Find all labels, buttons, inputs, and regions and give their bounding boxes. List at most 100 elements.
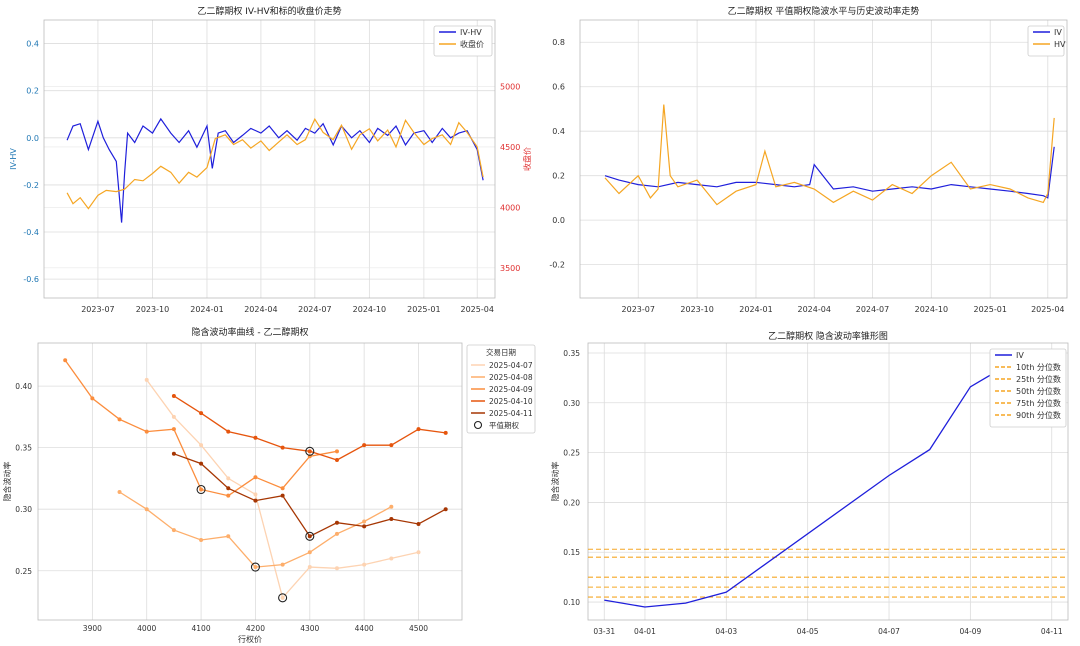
smile-point <box>199 487 204 492</box>
smile-point <box>171 528 176 533</box>
smile-point <box>253 475 258 480</box>
smile-point <box>334 449 339 454</box>
legend-label: 平值期权 <box>489 420 519 430</box>
atm-iv-hv-chart: 2023-07 2023-10 2024-01 2024-04 2024-07 2024-… <box>549 5 1068 314</box>
y-tick-label: 0.10 <box>563 598 580 607</box>
plot-frame <box>579 19 1068 299</box>
legend-box <box>433 25 493 57</box>
legend-label: 2025-04-09 <box>489 385 533 394</box>
smile-point <box>117 417 122 422</box>
y-tick-label: 0.40 <box>15 382 32 391</box>
atm-marker <box>278 593 288 603</box>
smile-point <box>253 492 258 497</box>
chart-title: 乙二醇期权 平值期权隐波水平与历史波动率走势 <box>728 5 920 17</box>
smile-point <box>307 565 312 570</box>
x-tick-label: 2025-01 <box>973 305 1006 314</box>
series-line-hv <box>604 104 1055 206</box>
plot-frame <box>587 342 1069 621</box>
legend-box <box>1027 25 1065 57</box>
legend-label: 90th 分位数 <box>1016 410 1061 420</box>
x-tick-label: 4300 <box>300 624 319 633</box>
legend-label: 50th 分位数 <box>1016 386 1061 396</box>
smile-point <box>307 449 312 454</box>
y-left-tick-label: -0.6 <box>23 275 39 284</box>
y-axis-label: 隐含波动率 <box>2 462 12 502</box>
smile-point <box>117 489 122 494</box>
x-axis-label: 行权价 <box>238 634 262 644</box>
legend-label: 2025-04-10 <box>489 397 533 406</box>
x-tick-label: 04-11 <box>1041 627 1063 636</box>
x-tick-label: 04-03 <box>715 627 737 636</box>
smile-point <box>280 493 285 498</box>
legend-label: IV <box>1054 28 1062 37</box>
smile-point <box>171 393 176 398</box>
x-tick-label: 2023-07 <box>81 305 114 314</box>
x-tick-label: 04-09 <box>959 627 981 636</box>
y-right-tick-label: 4000 <box>500 203 520 212</box>
smile-point <box>334 520 339 525</box>
legend-label: IV <box>1016 351 1024 360</box>
legend-label: 收盘价 <box>460 39 484 49</box>
legend-label: 25th 分位数 <box>1016 374 1061 384</box>
y-right-tick-label: 3500 <box>500 264 520 273</box>
chart-title: 隐含波动率曲线 - 乙二醇期权 <box>192 326 309 338</box>
x-tick-label: 2025-04 <box>1031 305 1064 314</box>
x-tick-label: 04-07 <box>878 627 900 636</box>
smile-point <box>253 565 258 570</box>
y-tick-label: 0.4 <box>552 127 565 136</box>
y-left-tick-label: 0.0 <box>26 134 39 143</box>
smile-point <box>362 562 367 567</box>
y-axis-label: 隐含波动率 <box>550 462 560 502</box>
smile-point <box>334 531 339 536</box>
iv-cone-chart: 03-31 04-01 04-03 04-05 04-07 04-09 04-11 0.10 0… <box>550 330 1069 636</box>
x-tick-label: 4500 <box>409 624 428 633</box>
iv-smile-chart: 3900 4000 4100 4200 4300 4400 4500 0.25 0.30 0.35… <box>2 326 536 644</box>
legend-box <box>466 344 536 434</box>
y-right-tick-label: 4500 <box>500 143 520 152</box>
x-tick-label: 2024-04 <box>244 305 277 314</box>
smile-point <box>199 461 204 466</box>
x-tick-label: 2024-10 <box>915 305 948 314</box>
y-tick-label: 0.25 <box>15 567 32 576</box>
chart-title: 乙二醇期权 隐含波动率锥形图 <box>768 330 888 342</box>
smile-point <box>307 534 312 539</box>
smile-point <box>334 457 339 462</box>
x-tick-label: 4400 <box>355 624 374 633</box>
smile-point <box>226 429 231 434</box>
series-line-iv-hv <box>66 117 484 223</box>
smile-point <box>90 396 95 401</box>
smile-point <box>171 414 176 419</box>
x-tick-label: 3900 <box>83 624 102 633</box>
x-tick-label: 2025-01 <box>407 305 440 314</box>
atm-marker <box>196 484 206 495</box>
atm-marker <box>305 531 315 541</box>
y-tick-label: 0.35 <box>563 349 580 358</box>
x-tick-label: 2024-07 <box>856 305 889 314</box>
legend-label: IV-HV <box>460 28 482 37</box>
x-tick-label: 2025-04 <box>461 305 494 314</box>
y-tick-label: 0.35 <box>15 444 32 453</box>
y-right-tick-label: 5000 <box>500 82 520 91</box>
x-tick-label: 2023-10 <box>136 305 169 314</box>
smile-point <box>443 430 448 435</box>
legend-label: 2025-04-11 <box>489 409 533 418</box>
smile-point <box>416 550 421 555</box>
smile-point <box>144 507 149 512</box>
legend-label: 75th 分位数 <box>1016 398 1061 408</box>
x-tick-label: 03-31 <box>593 627 615 636</box>
smile-point <box>389 556 394 561</box>
smile-point <box>362 443 367 448</box>
x-tick-label: 4200 <box>246 624 265 633</box>
x-tick-label: 4000 <box>137 624 156 633</box>
y-left-axis-label: IV-HV <box>9 148 18 170</box>
x-tick-label: 4100 <box>192 624 211 633</box>
iv-cone-line <box>604 362 1053 608</box>
legend-atm-marker <box>473 420 483 430</box>
x-tick-label: 2024-07 <box>298 305 331 314</box>
smile-point <box>171 427 176 432</box>
x-tick-label: 2024-10 <box>353 305 386 314</box>
smile-point <box>416 427 421 432</box>
plot-frame <box>43 19 496 299</box>
smile-point <box>389 443 394 448</box>
